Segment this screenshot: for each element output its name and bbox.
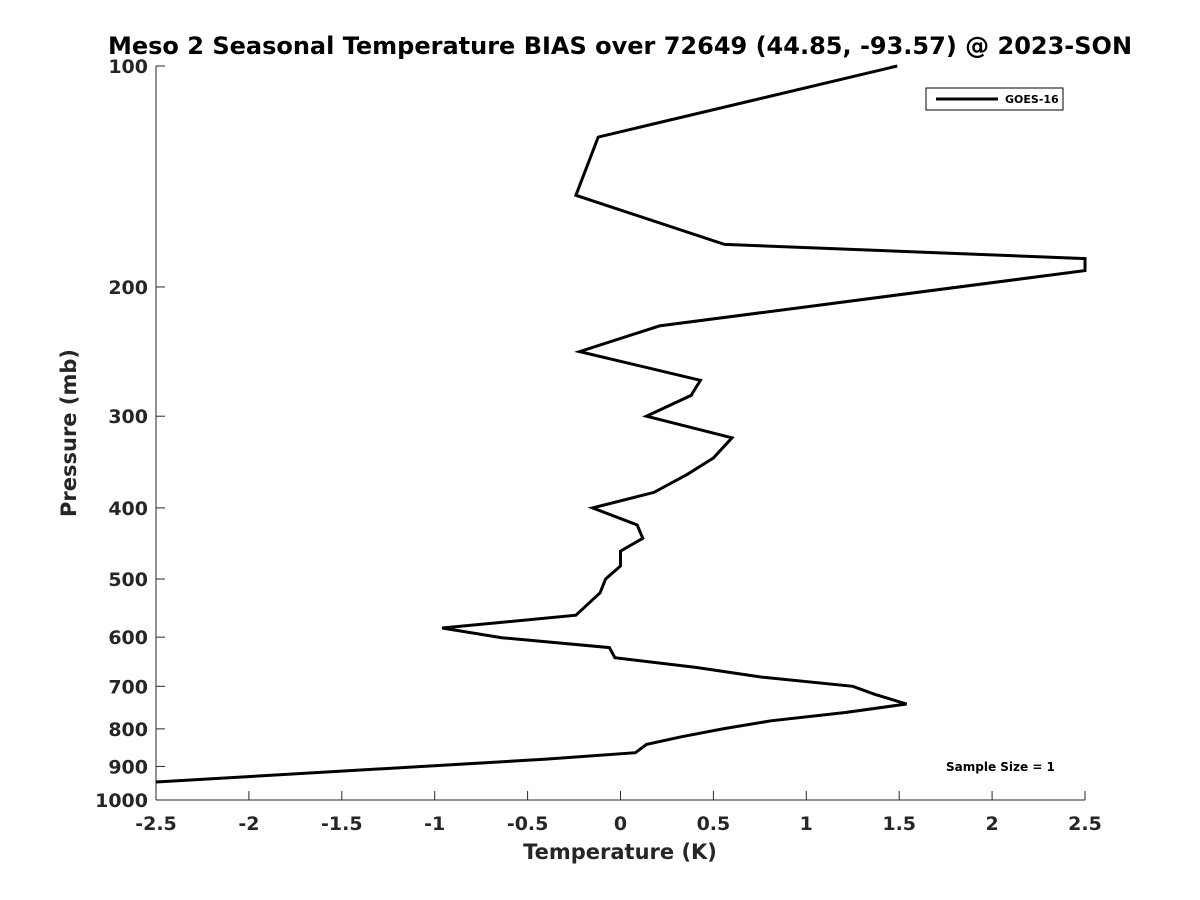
- x-tick-label: -1.5: [321, 813, 363, 835]
- sample-size-annotation: Sample Size = 1: [946, 760, 1055, 774]
- y-tick-label: 100: [108, 56, 148, 78]
- y-tick-label: 800: [108, 719, 148, 741]
- legend-label-goes-16: GOES-16: [1005, 93, 1059, 106]
- y-tick-label: 200: [108, 277, 148, 299]
- y-tick-label: 700: [108, 676, 148, 698]
- x-tick-label: 1: [800, 813, 813, 835]
- y-tick-label: 1000: [95, 790, 148, 812]
- x-tick-label: -2.5: [135, 813, 177, 835]
- y-tick-label: 400: [108, 498, 148, 520]
- series-lines: [155, 64, 1087, 784]
- x-tick-label: 2.5: [1068, 813, 1102, 835]
- y-axis-label: Pressure (mb): [57, 349, 81, 517]
- x-tick-label: 1.5: [882, 813, 916, 835]
- x-axis-label: Temperature (K): [523, 840, 717, 864]
- x-tick-label: -0.5: [507, 813, 549, 835]
- x-tick-label: -1: [424, 813, 445, 835]
- y-tick-label: 300: [108, 406, 148, 428]
- x-tick-label: 2: [985, 813, 998, 835]
- x-tick-label: 0.5: [697, 813, 731, 835]
- x-tick-label: -2: [238, 813, 259, 835]
- y-tick-label: 900: [108, 756, 148, 778]
- y-tick-label: 600: [108, 627, 148, 649]
- y-tick-label: 500: [108, 569, 148, 591]
- x-tick-label: 0: [614, 813, 627, 835]
- chart-title: Meso 2 Seasonal Temperature BIAS over 72…: [108, 32, 1132, 60]
- plot-axes: [155, 66, 1085, 801]
- x-ticks: -2.5 -2 -1.5 -1 -0.5 0 0.5 1 1.5 2 2.5: [135, 791, 1102, 835]
- y-ticks: 100 200 300 400 500 600 700 800 900 1000: [95, 56, 165, 812]
- series-line-goes-16: [155, 64, 1087, 784]
- legend: GOES-16: [925, 87, 1064, 111]
